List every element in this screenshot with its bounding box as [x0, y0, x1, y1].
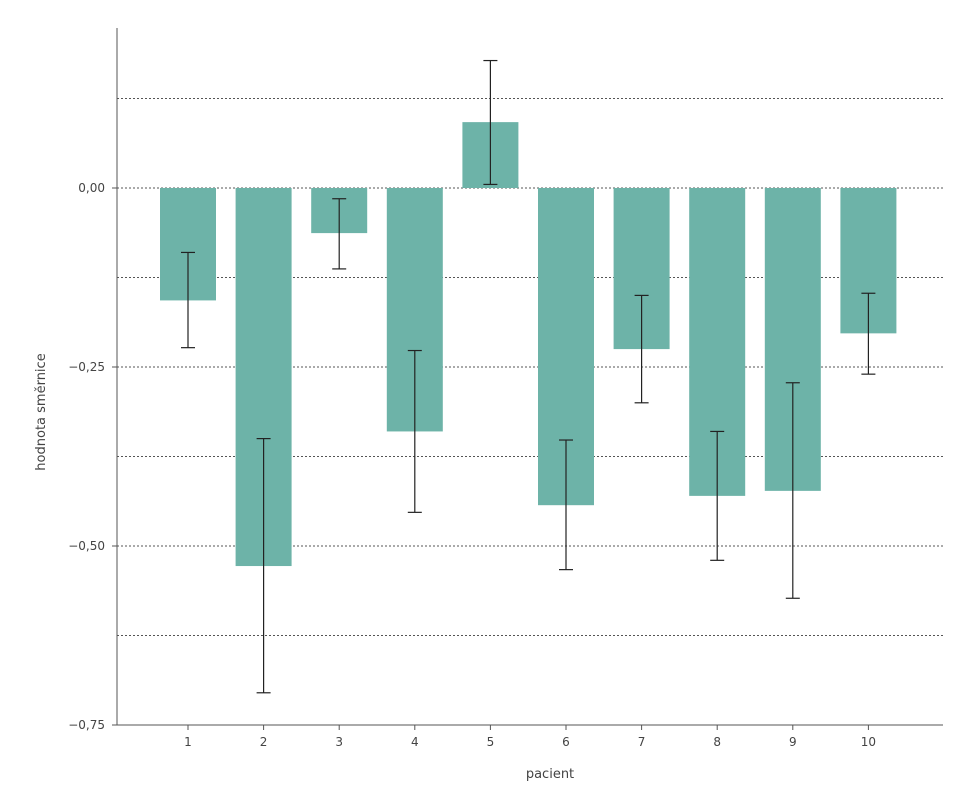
x-tick-label: 1 — [184, 735, 192, 749]
x-tick-label: 2 — [260, 735, 268, 749]
bars — [160, 122, 897, 567]
x-tick-label: 9 — [789, 735, 797, 749]
x-tick-label: 3 — [335, 735, 343, 749]
x-tick-label: 7 — [638, 735, 646, 749]
x-axis-title: pacient — [526, 767, 574, 782]
error-bars — [181, 59, 876, 694]
y-axis-title: hodnota směrnice — [34, 353, 49, 470]
y-tick-label: −0,50 — [68, 539, 105, 553]
y-tick-label: 0,00 — [78, 181, 105, 195]
y-tick-label: −0,25 — [68, 360, 105, 374]
x-tick-label: 5 — [487, 735, 495, 749]
x-tick-labels: 1 2 3 4 5 6 7 8 9 10 — [184, 725, 876, 749]
x-tick-label: 6 — [562, 735, 570, 749]
y-tick-labels: 0,00 −0,25 −0,50 −0,75 — [68, 181, 117, 732]
x-tick-label: 8 — [713, 735, 721, 749]
y-tick-label: −0,75 — [68, 718, 105, 732]
x-tick-label: 10 — [861, 735, 876, 749]
x-tick-label: 4 — [411, 735, 419, 749]
